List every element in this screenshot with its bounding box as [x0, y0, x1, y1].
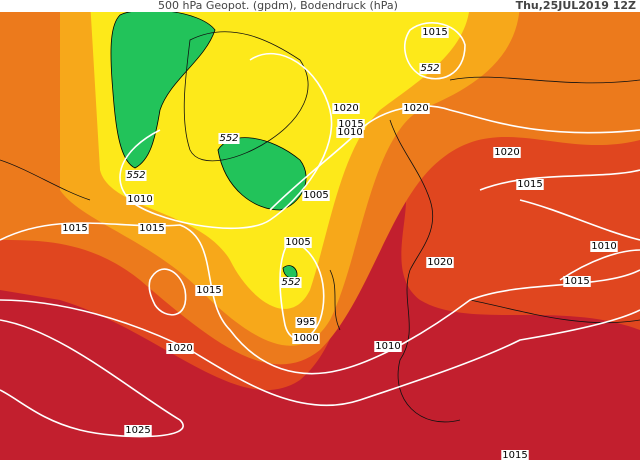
contour-label: 1020 [167, 343, 192, 354]
label-box [280, 277, 302, 288]
label-box [374, 341, 402, 352]
label-box [516, 179, 544, 190]
header-date: Thu,25JUL2019 12Z [516, 0, 636, 12]
label-box [421, 27, 449, 38]
label-box [419, 63, 441, 74]
contour-label: 1025 [125, 425, 150, 436]
contour-label: 1020 [427, 257, 452, 268]
label-box [138, 223, 166, 234]
contour-label: 1015 [196, 285, 221, 296]
isobar [119, 52, 333, 230]
label-box [166, 343, 194, 354]
label-box [125, 170, 147, 181]
contour-label: 552 [126, 170, 145, 181]
isobar [0, 319, 184, 438]
header-bar [0, 0, 640, 12]
contour-label: 1010 [591, 241, 616, 252]
contour-label: 1015 [139, 223, 164, 234]
label-box [284, 237, 312, 248]
contour-label: 1000 [293, 333, 318, 344]
label-box [61, 223, 89, 234]
label-box [501, 450, 529, 460]
green-area [282, 265, 298, 279]
coastline [0, 31, 640, 423]
contour-label: 995 [296, 317, 315, 328]
label-box [337, 119, 365, 130]
isobar [0, 299, 640, 407]
label-box [124, 425, 152, 436]
isobar [148, 268, 187, 316]
contour-label: 1010 [127, 194, 152, 205]
label-box [302, 190, 330, 201]
label-box [590, 241, 618, 252]
header-title: 500 hPa Geopot. (gpdm), Bodendruck (hPa) [158, 0, 398, 12]
contour-label: 1010 [337, 127, 362, 138]
label-box [195, 285, 223, 296]
contour-label: 1015 [564, 276, 589, 287]
contour-label: 1015 [502, 450, 527, 460]
isobar [404, 21, 466, 80]
contour-label: 1010 [375, 341, 400, 352]
contour-label: 1015 [517, 179, 542, 190]
label-box [126, 194, 154, 205]
label-box [493, 147, 521, 158]
contour-label: 1005 [303, 190, 328, 201]
contour-label: 1015 [62, 223, 87, 234]
contour-label: 1020 [494, 147, 519, 158]
contour-label: 1020 [403, 103, 428, 114]
isobar [479, 169, 640, 281]
label-box [426, 257, 454, 268]
label-box [292, 333, 320, 344]
contour-label: 552 [420, 63, 439, 74]
label-box [218, 133, 240, 144]
label-box [295, 317, 317, 328]
label-box [563, 276, 591, 287]
contour-label: 1015 [338, 119, 363, 130]
contour-label: 552 [219, 133, 238, 144]
contour-label: 1005 [285, 237, 310, 248]
contour-label: 1020 [333, 103, 358, 114]
label-box [402, 103, 430, 114]
label-box [332, 103, 360, 114]
label-box [336, 127, 364, 138]
contour-label: 1015 [422, 27, 447, 38]
contour-label: 552 [281, 277, 300, 288]
